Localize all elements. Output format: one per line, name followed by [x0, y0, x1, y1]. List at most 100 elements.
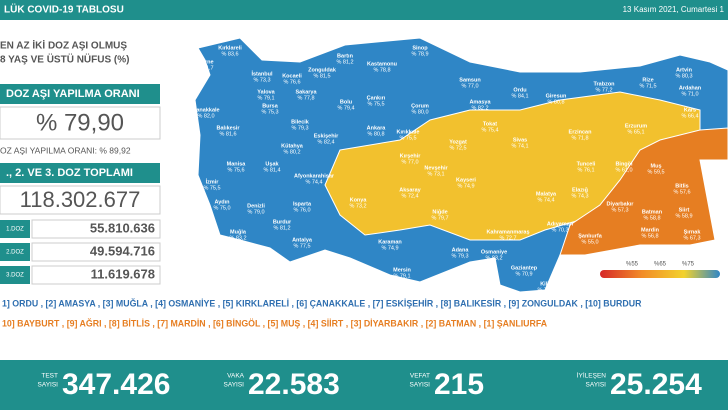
rate-box	[0, 106, 161, 140]
province-value: % 83,2	[485, 255, 502, 261]
province-name: Sivas	[513, 137, 527, 143]
province-name: Trabzon	[593, 81, 615, 87]
province-value: % 79,3	[451, 253, 468, 259]
province-name: Kayseri	[456, 177, 476, 183]
province-name: Aksaray	[399, 187, 421, 193]
province-name: Bingöl	[615, 161, 633, 167]
province-value: % 82,2	[471, 105, 488, 111]
rate-note: OZ AŞI YAPILMA ORANI: % 89,92	[0, 145, 131, 155]
province-name: Tunceli	[577, 161, 596, 167]
province-value: % 72,4	[401, 193, 418, 199]
province-value: % 80,3	[675, 73, 692, 79]
province-value: % 72,7	[499, 235, 516, 241]
province-name: Çankırı	[367, 95, 386, 101]
province-name: Adana	[452, 247, 470, 253]
province-value: % 59,5	[647, 169, 664, 175]
province-name: Artvin	[676, 67, 693, 73]
province-value: % 56,8	[641, 233, 658, 239]
province-value: % 76,1	[577, 167, 594, 173]
province-value: % 71,5	[639, 83, 656, 89]
total-box	[0, 185, 161, 215]
legend-label: %55	[626, 262, 639, 268]
total-title-box	[0, 163, 160, 183]
province-name: Denizli	[247, 203, 265, 209]
province-value: % 76,6	[283, 79, 300, 85]
dose-label: 3.DOZ	[6, 273, 24, 279]
province-value: % 79,4	[337, 105, 354, 111]
province-name: Bartın	[337, 53, 354, 59]
province-value: % 73,3	[253, 77, 270, 83]
province-name: Nevşehir	[424, 165, 448, 171]
province-name: Sakarya	[295, 89, 317, 95]
province-value: % 75,6	[227, 167, 244, 173]
province-name: Sinop	[412, 45, 428, 51]
province-name: Tokat	[483, 121, 497, 127]
province-value: % 75,5	[367, 101, 384, 107]
province-value: % 82,0	[197, 113, 214, 119]
dose-label: 2.DOZ	[6, 250, 24, 256]
province-value: % 79,0	[247, 209, 264, 215]
province-value: % 80,8	[367, 131, 384, 137]
province-value: % 77,0	[401, 159, 418, 165]
province-value: % 83,2	[229, 235, 246, 241]
province-value: % 81,2	[336, 59, 353, 65]
province-name: Çorum	[411, 103, 429, 109]
province-value: % 74,3	[571, 193, 588, 199]
province-value: % 79,1	[257, 95, 274, 101]
province-value: % 81,7	[196, 65, 213, 71]
dose-label-box	[0, 243, 30, 261]
province-value: % 58,9	[675, 213, 692, 219]
header-date: 13 Kasım 2021, Cumartesi 1	[623, 5, 725, 14]
province-name: Şırnak	[684, 229, 702, 235]
province-value: % 80,0	[411, 109, 428, 115]
province-name: Erzincan	[569, 129, 593, 135]
province-name: Eskişehir	[314, 133, 339, 139]
province-name: Kilis	[540, 281, 552, 287]
province-name: Kars	[684, 107, 696, 113]
province-value: % 83,6	[221, 51, 238, 57]
province-name: Çanakkale	[192, 107, 219, 113]
stat-value: 215	[434, 368, 484, 401]
dose-value-box	[31, 242, 161, 262]
province-value: % 79,1	[393, 273, 410, 279]
province-name: Kütahya	[281, 143, 304, 149]
dose-label-box	[0, 220, 30, 238]
province-value: % 77,8	[297, 95, 314, 101]
dose-value-box	[31, 219, 161, 239]
province-name: Siirt	[679, 207, 690, 213]
province-value: % 73,1	[427, 171, 444, 177]
province-name: Şanlıurfa	[578, 233, 602, 239]
dose-value: 55.810.636	[90, 220, 155, 235]
province-value: % 74,4	[537, 197, 554, 203]
province-value: % 74,9	[381, 245, 398, 251]
province-value: % 81,5	[313, 73, 330, 79]
stat-label: SAYISI	[38, 382, 59, 389]
province-name: Giresun	[546, 93, 567, 99]
province-name: Kırşehir	[400, 153, 422, 159]
stat-label: SAYISI	[224, 382, 245, 389]
header-title: LÜK COVID-19 TABLOSU	[4, 3, 124, 16]
stat-label: VEFAT	[410, 373, 430, 380]
province-name: Mersin	[393, 267, 411, 273]
header-bar	[0, 0, 728, 20]
province-value: % 81,4	[263, 167, 280, 173]
province-value: % 74,9	[457, 183, 474, 189]
province-name: Isparta	[293, 201, 312, 207]
province-name: Antalya	[292, 237, 313, 243]
province-value: % 72,1	[481, 287, 498, 293]
legend-label: %65	[654, 262, 667, 268]
province-name: Amasya	[469, 99, 491, 105]
stat-label: İYİLEŞEN	[577, 371, 607, 380]
province-value: % 77,2	[595, 87, 612, 93]
stat-label: TEST	[41, 373, 58, 380]
province-value: % 75,5	[203, 185, 220, 191]
province-name: Niğde	[432, 209, 447, 215]
province-name: Aydın	[214, 199, 230, 205]
province-name: Muğla	[230, 229, 247, 235]
province-name: Zonguldak	[308, 67, 337, 73]
province-name: Kırklareli	[218, 45, 242, 51]
province-name: Samsun	[459, 77, 481, 83]
province-name: Konya	[350, 197, 368, 203]
province-value: % 71,8	[571, 135, 588, 141]
